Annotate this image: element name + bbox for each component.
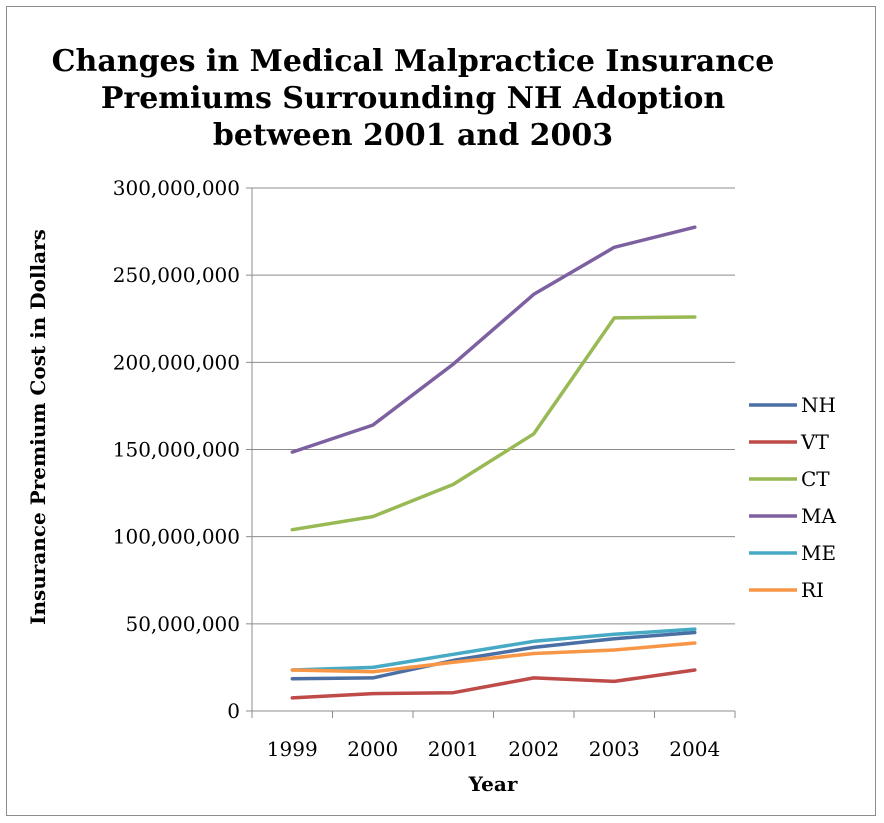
series-line-ri [290, 641, 697, 674]
legend: NH VT CT MA ME RI [749, 393, 836, 602]
series-line-ma [290, 225, 697, 454]
x-tick-label: 2000 [347, 737, 398, 761]
x-tick-labels: 1999 2000 2001 2002 2003 2004 [267, 737, 720, 761]
chart-title-line-3: between 2001 and 2003 [213, 118, 613, 153]
y-tick-label: 150,000,000 [113, 438, 240, 462]
y-tick-labels: 0 50,000,000 100,000,000 150,000,000 200,000… [113, 176, 240, 723]
chart-frame: Changes in Medical Malpractice Insurance… [6, 6, 876, 816]
x-tick-label: 2002 [508, 737, 559, 761]
series-line-me [290, 627, 697, 672]
legend-label-nh: NH [801, 393, 836, 417]
series-lines [290, 225, 697, 700]
series-line-vt [290, 668, 697, 700]
y-tick-label: 100,000,000 [113, 525, 240, 549]
chart-title: Changes in Medical Malpractice Insurance… [52, 44, 775, 153]
y-tick-label: 250,000,000 [113, 263, 240, 287]
legend-label-ma: MA [801, 504, 836, 528]
chart-title-line-2: Premiums Surrounding NH Adoption [101, 81, 726, 116]
x-tick-label: 2004 [669, 737, 720, 761]
legend-label-ct: CT [801, 467, 830, 491]
x-axis-title: Year [468, 772, 518, 796]
chart-title-line-1: Changes in Medical Malpractice Insurance [52, 44, 775, 79]
series-line-nh [290, 630, 697, 681]
series-line-ct [290, 315, 697, 532]
x-tick-label: 2001 [428, 737, 479, 761]
legend-label-vt: VT [800, 430, 829, 454]
x-tick-label: 1999 [267, 737, 318, 761]
y-tick-label: 0 [227, 699, 240, 723]
y-tick-label: 200,000,000 [113, 350, 240, 374]
y-axis-title: Insurance Premium Cost in Dollars [26, 229, 50, 625]
legend-label-me: ME [801, 541, 836, 565]
y-tick-label: 300,000,000 [113, 176, 240, 200]
axes [251, 188, 736, 718]
y-tick-label: 50,000,000 [125, 612, 240, 636]
line-chart: Changes in Medical Malpractice Insurance… [26, 44, 836, 796]
gridlines [246, 187, 735, 712]
legend-label-ri: RI [801, 578, 824, 602]
x-tick-label: 2003 [589, 737, 640, 761]
